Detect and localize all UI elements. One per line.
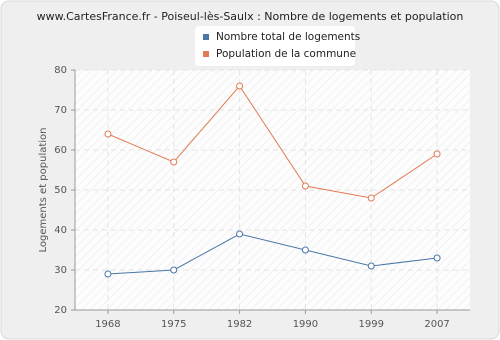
y-tick-label: 20 — [54, 305, 67, 316]
x-tick-label: 1975 — [161, 319, 186, 330]
point — [367, 262, 375, 270]
y-tick-label: 50 — [54, 185, 67, 196]
x-tick-label: 1999 — [359, 319, 384, 330]
x-tick-label: 1982 — [227, 319, 252, 330]
y-tick-label: 40 — [54, 225, 67, 236]
point — [104, 270, 112, 278]
y-axis-label: Logements et population — [38, 127, 49, 252]
point — [104, 130, 112, 138]
legend-swatch — [203, 51, 209, 57]
series-line — [107, 233, 438, 275]
point — [236, 230, 244, 238]
x-tick-label: 1968 — [95, 319, 120, 330]
legend-label: Population de la commune — [216, 48, 356, 60]
x-tick-label: 2007 — [424, 319, 449, 330]
legend — [195, 26, 355, 66]
y-tick-label: 80 — [54, 65, 67, 76]
point — [301, 246, 309, 254]
point — [433, 254, 441, 262]
y-tick-label: 70 — [54, 105, 67, 116]
point — [170, 158, 178, 166]
point — [170, 266, 178, 274]
chart-title: www.CartesFrance.fr - Poiseul-lès-Saulx … — [37, 10, 464, 23]
legend-label: Nombre total de logements — [216, 31, 360, 43]
series-line — [107, 85, 438, 199]
y-tick-label: 30 — [54, 265, 67, 276]
point — [301, 182, 309, 190]
x-tick-label: 1990 — [293, 319, 318, 330]
point — [367, 194, 375, 202]
y-tick-label: 60 — [54, 145, 67, 156]
point — [236, 82, 244, 90]
point — [433, 150, 441, 158]
legend-swatch — [203, 34, 209, 40]
